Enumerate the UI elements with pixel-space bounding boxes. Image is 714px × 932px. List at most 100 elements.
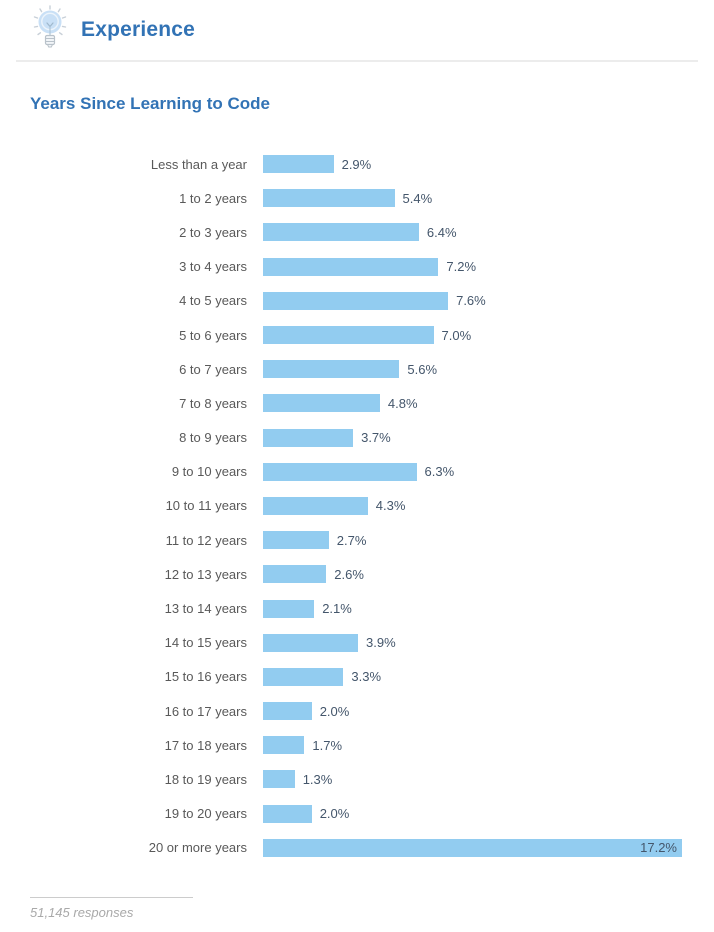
chart-row: 4 to 5 years 7.6%	[30, 284, 714, 318]
chart-row: 6 to 7 years 5.6%	[30, 352, 714, 386]
chart-row: 5 to 6 years 7.0%	[30, 318, 714, 352]
bar	[263, 360, 400, 379]
chart-row: 18 to 19 years 1.3%	[30, 762, 714, 796]
bar-area: 2.9%	[263, 155, 682, 174]
bar-area: 2.6%	[263, 565, 682, 584]
category-label: 19 to 20 years	[164, 806, 247, 822]
header-divider	[16, 60, 698, 62]
chart-row: Less than a year 2.9%	[30, 147, 714, 181]
category-label: 1 to 2 years	[179, 190, 247, 206]
value-label: 2.9%	[341, 156, 372, 172]
value-label: 4.8%	[387, 395, 418, 411]
category-label: 16 to 17 years	[164, 703, 247, 719]
footer-divider	[30, 896, 193, 898]
bar	[263, 223, 419, 242]
bar-area: 5.6%	[263, 360, 682, 379]
bar-chart: Less than a year 2.9% 1 to 2 years 5.4% …	[0, 147, 714, 865]
bar	[263, 394, 380, 413]
bar-area: 2.7%	[263, 531, 682, 550]
category-label: 10 to 11 years	[165, 498, 247, 514]
responses-count: 51,145 responses	[30, 904, 134, 920]
bar	[263, 667, 344, 686]
category-label: 12 to 13 years	[164, 566, 247, 582]
value-label: 5.4%	[402, 190, 433, 206]
value-label: 1.7%	[312, 737, 343, 753]
category-label: 15 to 16 years	[164, 669, 247, 685]
bar-area: 3.9%	[263, 633, 682, 652]
bar-area: 1.7%	[263, 736, 682, 755]
bar-area: 7.2%	[263, 257, 682, 276]
chart-row: 17 to 18 years 1.7%	[30, 728, 714, 762]
chart-row: 12 to 13 years 2.6%	[30, 557, 714, 591]
bar-area: 2.1%	[263, 599, 682, 618]
value-label: 1.3%	[302, 771, 333, 787]
category-label: Less than a year	[150, 156, 247, 172]
bar-area: 4.3%	[263, 496, 682, 515]
chart-row: 1 to 2 years 5.4%	[30, 181, 714, 215]
category-label: 14 to 15 years	[164, 635, 247, 651]
lightbulb-icon	[33, 4, 67, 56]
bar	[263, 531, 329, 550]
chart-row: 13 to 14 years 2.1%	[30, 591, 714, 625]
bar	[263, 838, 682, 857]
bar	[263, 496, 368, 515]
value-label: 3.3%	[351, 669, 382, 685]
bar	[263, 257, 439, 276]
bar-area: 7.6%	[263, 291, 682, 310]
chart-row: 14 to 15 years 3.9%	[30, 626, 714, 660]
category-label: 13 to 14 years	[164, 601, 247, 617]
bar	[263, 633, 358, 652]
category-label: 17 to 18 years	[164, 737, 247, 753]
category-label: 7 to 8 years	[179, 395, 247, 411]
bar	[263, 326, 434, 345]
bar	[263, 565, 327, 584]
category-label: 18 to 19 years	[164, 771, 247, 787]
value-label: 5.6%	[407, 361, 438, 377]
chart-row: 8 to 9 years 3.7%	[30, 421, 714, 455]
bar-area: 2.0%	[263, 804, 682, 823]
category-label: 3 to 4 years	[179, 259, 247, 275]
value-label: 2.0%	[319, 703, 350, 719]
bar-area: 5.4%	[263, 189, 682, 208]
bar-area: 6.4%	[263, 223, 682, 242]
value-label: 7.2%	[446, 259, 477, 275]
value-label: 3.9%	[366, 635, 396, 651]
chart-title: Years Since Learning to Code	[30, 94, 270, 113]
chart-row: 11 to 12 years 2.7%	[30, 523, 714, 557]
category-label: 20 or more years	[148, 840, 247, 856]
bar	[263, 462, 417, 481]
value-label: 6.3%	[424, 464, 455, 480]
value-label: 7.0%	[441, 327, 472, 343]
bar	[263, 770, 295, 789]
bar	[263, 155, 334, 174]
page-header: Experience	[0, 0, 714, 60]
bar	[263, 189, 395, 208]
chart-row: 16 to 17 years 2.0%	[30, 694, 714, 728]
bar-area: 17.2%	[263, 838, 682, 857]
value-label: 2.7%	[336, 532, 367, 548]
bar	[263, 736, 305, 755]
chart-row: 20 or more years 17.2%	[30, 831, 714, 865]
bar	[263, 428, 354, 447]
value-label: 4.3%	[375, 498, 406, 514]
bar-area: 3.3%	[263, 667, 682, 686]
value-label: 2.0%	[319, 806, 350, 822]
page-title: Experience	[81, 18, 196, 41]
category-label: 2 to 3 years	[179, 224, 247, 240]
chart-row: 3 to 4 years 7.2%	[30, 250, 714, 284]
value-label: 3.7%	[361, 430, 391, 446]
bar-area: 6.3%	[263, 462, 682, 481]
bar-area: 1.3%	[263, 770, 682, 789]
category-label: 11 to 12 years	[165, 532, 247, 548]
bar-area: 2.0%	[263, 702, 682, 721]
category-label: 4 to 5 years	[179, 293, 247, 309]
chart-row: 15 to 16 years 3.3%	[30, 660, 714, 694]
bar	[263, 804, 312, 823]
category-label: 5 to 6 years	[179, 327, 247, 343]
value-label: 2.1%	[322, 601, 352, 617]
value-label: 6.4%	[426, 224, 457, 240]
bar	[263, 291, 449, 310]
chart-row: 19 to 20 years 2.0%	[30, 797, 714, 831]
category-label: 9 to 10 years	[171, 464, 247, 480]
bar-area: 7.0%	[263, 326, 682, 345]
